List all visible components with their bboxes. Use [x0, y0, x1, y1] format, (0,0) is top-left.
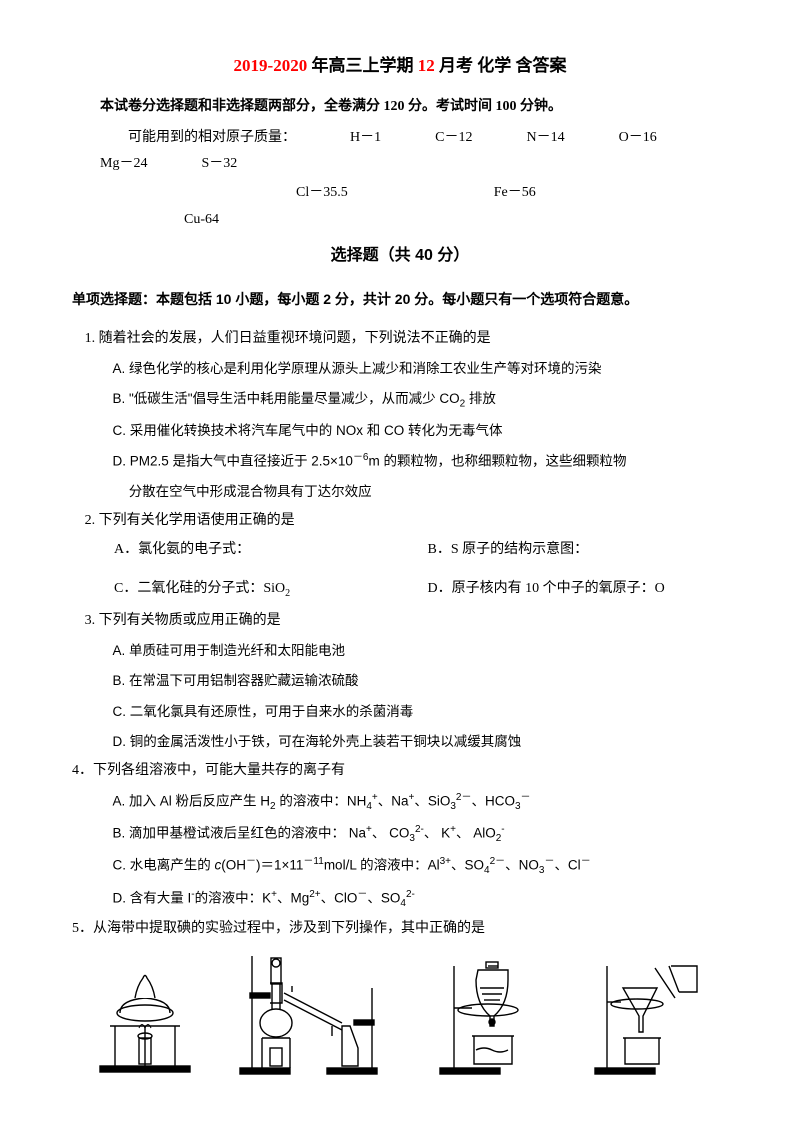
mass-s: S－32: [173, 151, 237, 178]
q2-option-b: B．S 原子的结构示意图：: [428, 537, 589, 564]
q1-option-c: C. 采用催化转换技术将汽车尾气中的 NOx 和 CO 转化为无毒气体: [72, 417, 728, 445]
mass-fe: Fe－56: [382, 180, 536, 207]
atomic-masses-row1: 可能用到的相对原子质量： H－1 C－12 N－14 O－16 Mg－24 S－32: [72, 125, 728, 178]
apparatus-2-icon: [232, 948, 402, 1078]
instruction-text: 单项选择题：本题包括 10 小题，每小题 2 分，共计 20 分。每小题只有一个…: [72, 286, 728, 313]
section-heading: 选择题（共 40 分）: [72, 241, 728, 271]
q1-stem: 1. 随着社会的发展，人们日益重视环境问题，下列说法不正确的是: [72, 326, 728, 353]
intro-text: 本试卷分选择题和非选择题两部分，全卷满分 120 分。考试时间 100 分钟。: [72, 94, 728, 121]
q4-option-c: C. 水电离产生的 c(OH－)＝1×11－11mol/L 的溶液中：Al3+、…: [72, 851, 728, 881]
mass-cl: Cl－35.5: [184, 180, 348, 207]
q5-stem: 5．从海带中提取碘的实验过程中，涉及到下列操作，其中正确的是: [72, 916, 728, 943]
title-part-black2: 月考 化学 含答案: [435, 56, 567, 75]
masses-label: 可能用到的相对原子质量：: [100, 125, 296, 152]
q3-option-d: D. 铜的金属活泼性小于铁，可在海轮外壳上装若干铜块以减缓其腐蚀: [72, 728, 728, 756]
q3-option-a: A. 单质硅可用于制造光纤和太阳能电池: [72, 637, 728, 665]
mass-mg: Mg－24: [72, 151, 147, 178]
mass-o: O－16: [591, 125, 657, 152]
apparatus-4-icon: [585, 948, 715, 1078]
q1-option-a: A. 绿色化学的核心是利用化学原理从源头上减少和消除工农业生产等对环境的污染: [72, 355, 728, 383]
q1-option-d: D. PM2.5 是指大气中直径接近于 2.5×10－6m 的颗粒物，也称细颗粒…: [72, 447, 728, 476]
q1-option-d-cont: 分散在空气中形成混合物具有丁达尔效应: [72, 478, 728, 506]
q2-option-d: D．原子核内有 10 个中子的氧原子：O: [428, 576, 665, 603]
apparatus-3-icon: [428, 948, 558, 1078]
q2-row-ab: A．氯化氨的电子式： B．S 原子的结构示意图：: [72, 537, 728, 564]
atomic-masses-row2: Cl－35.5 Fe－56 Cu-64: [72, 180, 728, 233]
exam-title: 2019-2020 年高三上学期 12 月考 化学 含答案: [72, 50, 728, 82]
q4-option-a: A. 加入 Al 粉后反应产生 H2 的溶液中：NH4+、Na+、SiO32－、…: [72, 787, 728, 817]
q1-option-b: B. "低碳生活"倡导生活中耗用能量尽量减少，从而减少 CO2 排放: [72, 385, 728, 415]
q2-stem: 2. 下列有关化学用语使用正确的是: [72, 508, 728, 535]
apparatus-1-icon: [85, 948, 205, 1078]
title-part-black1: 年高三上学期: [307, 56, 418, 75]
mass-cu: Cu-64: [72, 207, 219, 234]
q2-option-a: A．氯化氨的电子式：: [114, 537, 424, 564]
spacer: [72, 566, 728, 576]
q3-stem: 3. 下列有关物质或应用正确的是: [72, 608, 728, 635]
title-part-red1: 2019-2020: [234, 56, 308, 75]
apparatus-diagrams: [72, 948, 728, 1078]
q4-option-d: D. 含有大量 I-的溶液中：K+、Mg2+、ClO－、SO42-: [72, 884, 728, 914]
mass-n: N－14: [498, 125, 564, 152]
q3-option-c: C. 二氧化氯具有还原性，可用于自来水的杀菌消毒: [72, 698, 728, 726]
q2-row-cd: C．二氧化硅的分子式：SiO2 D．原子核内有 10 个中子的氧原子：O: [72, 576, 728, 603]
q4-stem: 4．下列各组溶液中，可能大量共存的离子有: [72, 758, 728, 785]
q3-option-b: B. 在常温下可用铝制容器贮藏运输浓硫酸: [72, 667, 728, 695]
q4-option-b: B. 滴加甲基橙试液后呈红色的溶液中： Na+、 CO32-、 K+、 AlO2…: [72, 819, 728, 849]
title-part-red2: 12: [418, 56, 435, 75]
mass-h: H－1: [322, 125, 381, 152]
q2-option-c: C．二氧化硅的分子式：SiO2: [114, 576, 424, 603]
mass-c: C－12: [407, 125, 472, 152]
